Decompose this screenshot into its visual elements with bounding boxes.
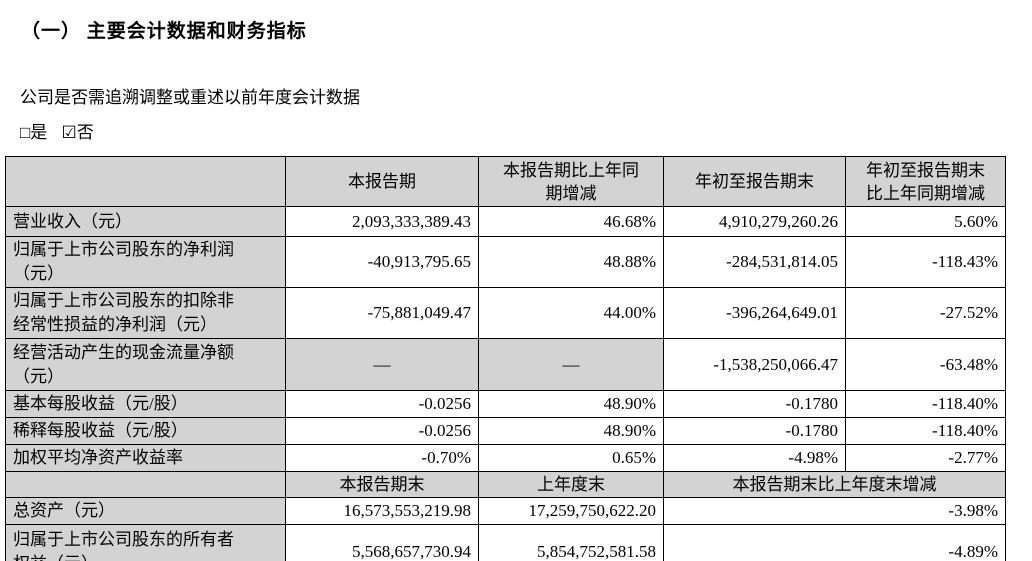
value-cell: 2,093,333,389.43 (285, 206, 479, 237)
table-row: 加权平均净资产收益率 -0.70% 0.65% -4.98% -2.77% (5, 444, 1006, 472)
value-cell: 0.65% (478, 444, 664, 472)
value-cell: -63.48% (845, 338, 1006, 391)
row-label-cell: 归属于上市公司股东的所有者 权益（元） (5, 524, 286, 561)
value-cell: 48.90% (478, 390, 664, 418)
value-cell: -396,264,649.01 (663, 287, 846, 339)
table-row: 基本每股收益（元/股） -0.0256 48.90% -0.1780 -118.… (5, 390, 1006, 418)
value-cell: -0.1780 (663, 390, 846, 418)
value-cell: -40,913,795.65 (285, 236, 479, 288)
header-cell: 本报告期比上年同 期增减 (478, 156, 664, 207)
table-row: 归属于上市公司股东的净利润 （元） -40,913,795.65 48.88% … (5, 236, 1006, 288)
table-row: 稀释每股收益（元/股） -0.0256 48.90% -0.1780 -118.… (5, 417, 1006, 445)
table-row: 总资产（元） 16,573,553,219.98 17,259,750,622.… (5, 497, 1006, 525)
value-cell: -3.98% (663, 497, 1006, 525)
value-cell: 5,568,657,730.94 (285, 524, 479, 561)
header-cell: 年初至报告期末 比上年同期增减 (845, 156, 1006, 207)
value-cell: 46.68% (478, 206, 664, 237)
not-applicable-cell: — (285, 338, 479, 391)
yearend-header-row: 本报告期末 上年度末 本报告期末比上年度末增减 (5, 471, 1006, 498)
header-cell: 上年度末 (478, 471, 664, 498)
table-row: 营业收入（元） 2,093,333,389.43 46.68% 4,910,27… (5, 206, 1006, 237)
table-row: 归属于上市公司股东的扣除非 经常性损益的净利润（元） -75,881,049.4… (5, 287, 1006, 339)
value-cell: -118.40% (845, 390, 1006, 418)
value-cell: -2.77% (845, 444, 1006, 472)
no-checkbox-checked: ☑否 (61, 123, 94, 142)
table-row: 经营活动产生的现金流量净额 （元） — — -1,538,250,066.47 … (5, 338, 1006, 391)
value-cell: 16,573,553,219.98 (285, 497, 479, 525)
row-label-cell: 营业收入（元） (5, 206, 286, 237)
value-cell: 48.88% (478, 236, 664, 288)
row-label-cell: 归属于上市公司股东的净利润 （元） (5, 236, 286, 288)
row-label-cell: 归属于上市公司股东的扣除非 经常性损益的净利润（元） (5, 287, 286, 339)
value-cell: 44.00% (478, 287, 664, 339)
section-heading: （一） 主要会计数据和财务指标 (21, 21, 307, 42)
value-cell: -4.89% (663, 524, 1006, 561)
header-cell: 年初至报告期末 (663, 156, 846, 207)
value-cell: -0.1780 (663, 417, 846, 445)
value-cell: -0.0256 (285, 417, 479, 445)
value-cell: -118.43% (845, 236, 1006, 288)
value-cell: -27.52% (845, 287, 1006, 339)
table-row: 归属于上市公司股东的所有者 权益（元） 5,568,657,730.94 5,8… (5, 524, 1006, 561)
value-cell: -0.0256 (285, 390, 479, 418)
value-cell: 48.90% (478, 417, 664, 445)
row-label-cell: 经营活动产生的现金流量净额 （元） (5, 338, 286, 391)
value-cell: -4.98% (663, 444, 846, 472)
value-cell: 4,910,279,260.26 (663, 206, 846, 237)
value-cell: 17,259,750,622.20 (478, 497, 664, 525)
corner-cell (5, 471, 286, 498)
header-cell: 本报告期 (285, 156, 479, 207)
corner-cell (5, 156, 286, 207)
not-applicable-cell: — (478, 338, 664, 391)
value-cell: -118.40% (845, 417, 1006, 445)
value-cell: -1,538,250,066.47 (663, 338, 846, 391)
row-label-cell: 加权平均净资产收益率 (5, 444, 286, 472)
period-header-row: 本报告期 本报告期比上年同 期增减 年初至报告期末 年初至报告期末 比上年同期增… (5, 156, 1006, 207)
row-label-cell: 总资产（元） (5, 497, 286, 525)
yes-checkbox: □是 (20, 123, 48, 142)
value-cell: -75,881,049.47 (285, 287, 479, 339)
row-label-cell: 基本每股收益（元/股） (5, 390, 286, 418)
header-cell: 本报告期末比上年度末增减 (663, 471, 1006, 498)
value-cell: 5.60% (845, 206, 1006, 237)
restatement-question: 公司是否需追溯调整或重述以前年度会计数据 (20, 88, 360, 107)
value-cell: -284,531,814.05 (663, 236, 846, 288)
value-cell: -0.70% (285, 444, 479, 472)
header-cell: 本报告期末 (285, 471, 479, 498)
financial-indicators-table: 本报告期 本报告期比上年同 期增减 年初至报告期末 年初至报告期末 比上年同期增… (5, 156, 1006, 561)
checkbox-line: □是 ☑否 (20, 118, 1032, 143)
row-label-cell: 稀释每股收益（元/股） (5, 417, 286, 445)
value-cell: 5,854,752,581.58 (478, 524, 664, 561)
